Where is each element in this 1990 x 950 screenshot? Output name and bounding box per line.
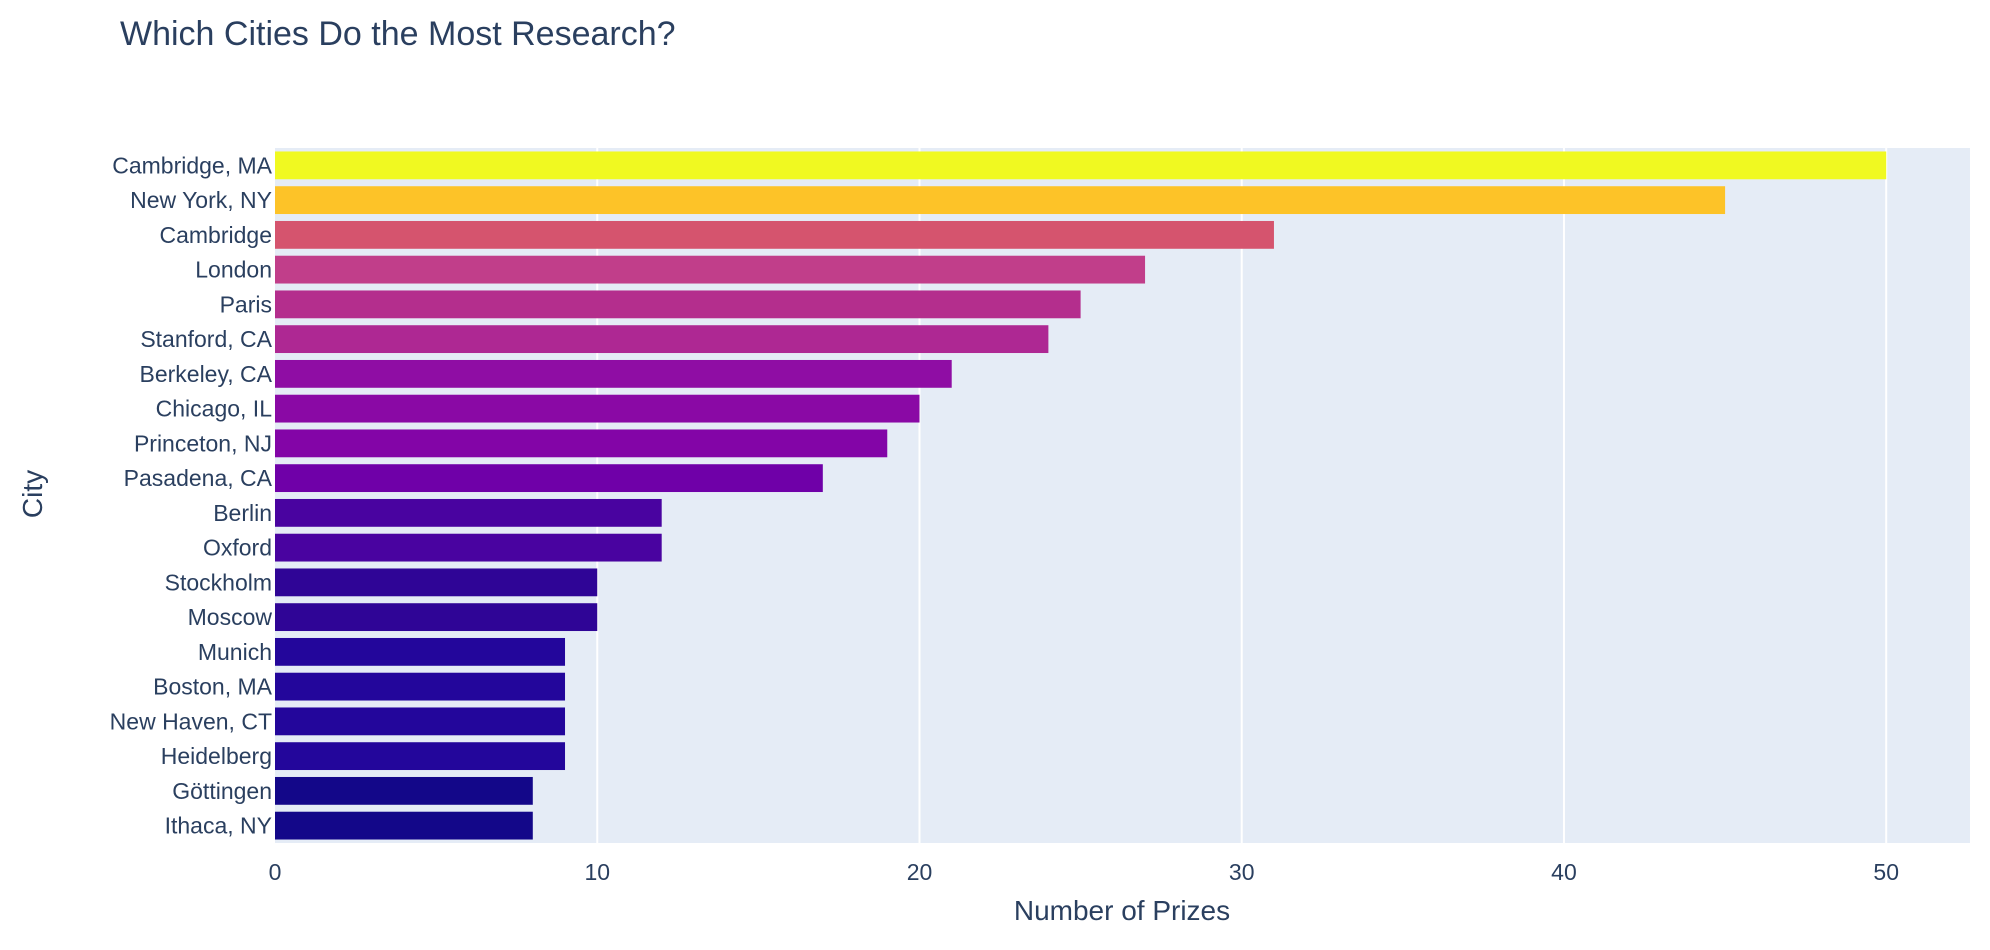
bar[interactable]: [275, 325, 1049, 354]
x-tick-label: 30: [1229, 859, 1255, 885]
y-tick-label: Stockholm: [165, 569, 272, 595]
bar[interactable]: [275, 637, 566, 666]
y-tick-label: Moscow: [188, 604, 273, 630]
bar[interactable]: [275, 742, 566, 771]
y-tick-label: Ithaca, NY: [165, 813, 272, 839]
bar[interactable]: [275, 568, 598, 597]
y-tick-labels: Cambridge, MA New York, NY Cambridge London…: [110, 152, 273, 838]
y-tick-label: Princeton, NJ: [134, 430, 272, 456]
bar[interactable]: [275, 394, 920, 423]
bar[interactable]: [275, 429, 888, 458]
y-tick-label: Paris: [220, 291, 272, 317]
y-tick-label: Oxford: [203, 535, 272, 561]
y-tick-label: London: [195, 257, 272, 283]
y-tick-label: Berkeley, CA: [139, 361, 272, 387]
x-tick-label: 20: [907, 859, 933, 885]
y-tick-label: Munich: [198, 639, 272, 665]
y-tick-label: Göttingen: [172, 778, 272, 804]
bar[interactable]: [275, 220, 1274, 249]
bar[interactable]: [275, 151, 1887, 180]
bar[interactable]: [275, 186, 1726, 215]
bar[interactable]: [275, 603, 598, 632]
y-tick-label: Berlin: [213, 500, 272, 526]
plot-area: [275, 148, 1970, 843]
x-tick-labels: 0 10 20 30 40 50: [269, 859, 1899, 885]
bar[interactable]: [275, 359, 952, 388]
bar[interactable]: [275, 290, 1081, 319]
bar[interactable]: [275, 255, 1146, 284]
bar[interactable]: [275, 498, 662, 527]
x-tick-label: 40: [1551, 859, 1577, 885]
y-axis-title: City: [17, 470, 48, 518]
y-tick-label: Cambridge: [160, 222, 273, 248]
y-tick-label: Pasadena, CA: [124, 465, 273, 491]
y-tick-label: New York, NY: [130, 187, 272, 213]
y-tick-label: Stanford, CA: [140, 326, 272, 352]
y-tick-label: Heidelberg: [161, 743, 272, 769]
y-tick-label: Chicago, IL: [156, 396, 273, 422]
y-tick-label: New Haven, CT: [110, 708, 272, 734]
bar[interactable]: [275, 533, 662, 562]
x-axis-title: Number of Prizes: [1014, 895, 1230, 926]
chart-title: Which Cities Do the Most Research?: [120, 15, 676, 53]
x-tick-label: 10: [584, 859, 610, 885]
x-tick-label: 50: [1873, 859, 1899, 885]
bar[interactable]: [275, 811, 533, 840]
y-tick-label: Cambridge, MA: [112, 152, 272, 178]
bar[interactable]: [275, 464, 823, 493]
x-tick-label: 0: [269, 859, 282, 885]
bar[interactable]: [275, 776, 533, 805]
y-tick-label: Boston, MA: [153, 674, 273, 700]
bar[interactable]: [275, 707, 566, 736]
bars: [275, 151, 1887, 840]
bar[interactable]: [275, 672, 566, 701]
